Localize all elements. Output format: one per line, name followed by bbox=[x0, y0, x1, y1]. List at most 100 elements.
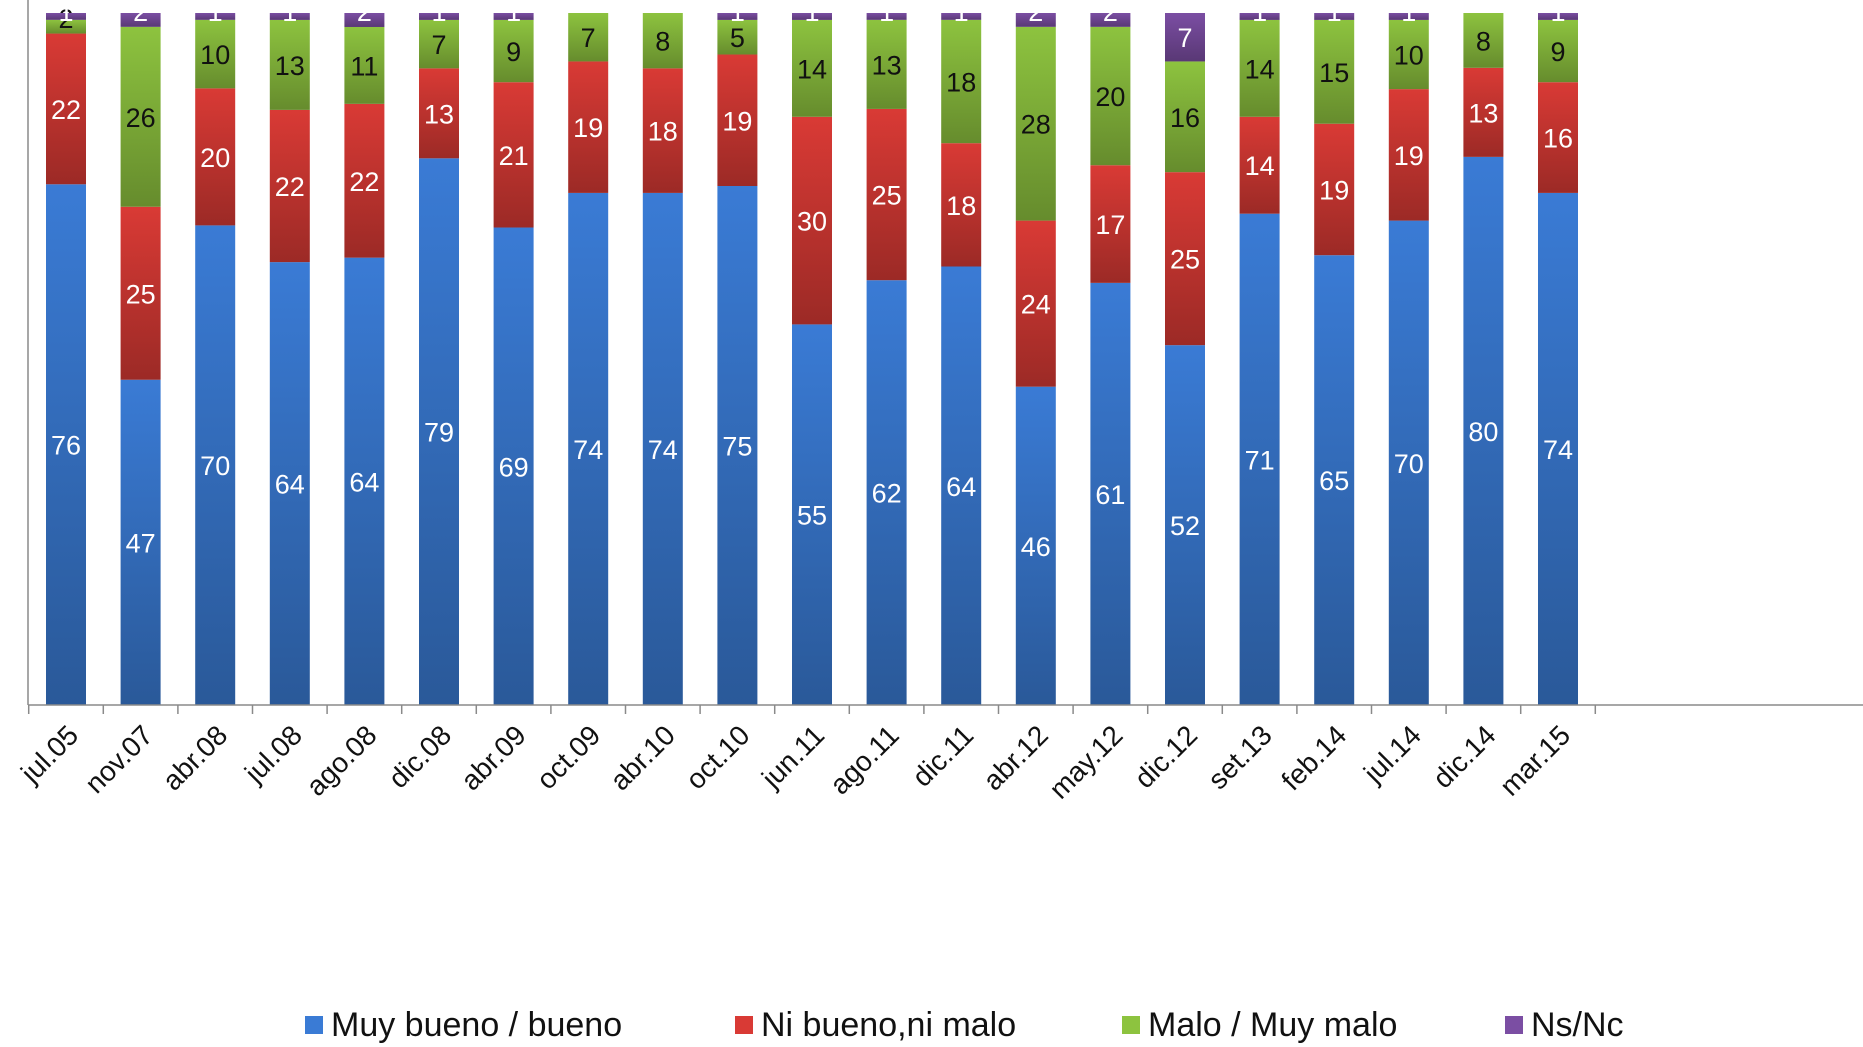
data-label: 1 bbox=[1252, 0, 1267, 27]
data-label: 74 bbox=[573, 435, 603, 465]
bar-segment bbox=[1090, 165, 1131, 283]
x-tick-label: dic.11 bbox=[906, 719, 979, 792]
x-tick-label: set.13 bbox=[1202, 719, 1278, 795]
legend-swatch bbox=[305, 1016, 323, 1034]
bar-segment bbox=[1015, 220, 1056, 387]
data-label: 22 bbox=[51, 95, 81, 125]
data-label: 17 bbox=[1095, 210, 1125, 240]
bar-segment bbox=[717, 54, 758, 186]
bar-segment bbox=[1015, 386, 1056, 705]
bar-segment bbox=[866, 13, 907, 20]
bar-segment bbox=[792, 324, 832, 705]
data-label: 7 bbox=[1177, 23, 1192, 53]
bar-segment bbox=[568, 61, 609, 193]
x-tick-label: jun.11 bbox=[755, 719, 830, 794]
data-label: 19 bbox=[573, 113, 603, 143]
bar-segment bbox=[866, 108, 907, 281]
x-tick-label: jul.14 bbox=[1357, 719, 1427, 789]
data-label: 14 bbox=[1245, 151, 1275, 181]
x-tick-label: ago.08 bbox=[300, 719, 382, 801]
bar-segment bbox=[1239, 19, 1280, 117]
bar-segment bbox=[269, 109, 310, 263]
x-tick-label: abr.10 bbox=[604, 719, 681, 796]
data-label: 22 bbox=[275, 172, 305, 202]
x-tick-label: abr.08 bbox=[156, 719, 233, 796]
data-label: 2 bbox=[357, 0, 372, 27]
bar-segment bbox=[493, 82, 534, 228]
data-label: 18 bbox=[946, 191, 976, 221]
x-tick-label: jul.08 bbox=[238, 719, 308, 789]
data-label: 80 bbox=[1468, 417, 1498, 447]
legend-label: Muy bueno / bueno bbox=[331, 1005, 623, 1044]
bar-segment bbox=[941, 143, 982, 267]
data-label: 8 bbox=[655, 27, 670, 57]
data-label: 1 bbox=[1327, 0, 1342, 27]
bar-segment bbox=[1090, 26, 1131, 166]
data-label: 24 bbox=[1021, 290, 1051, 320]
legend-item: Malo / Muy malo bbox=[1122, 1005, 1397, 1045]
data-label: 1 bbox=[506, 0, 521, 27]
data-label: 1 bbox=[879, 0, 894, 27]
bar-segment bbox=[866, 280, 907, 705]
data-label: 70 bbox=[200, 451, 230, 481]
bar-segment bbox=[941, 13, 982, 20]
data-label: 64 bbox=[275, 470, 305, 500]
bar-segment bbox=[1239, 13, 1280, 20]
bar-segment bbox=[1538, 13, 1578, 20]
x-tick-label: jul.05 bbox=[14, 719, 84, 789]
bar-segment bbox=[344, 13, 385, 27]
bar-segment bbox=[269, 262, 310, 705]
data-label: 2 bbox=[1028, 0, 1043, 27]
data-label: 18 bbox=[946, 68, 976, 98]
bar-segment bbox=[195, 19, 236, 89]
data-label: 47 bbox=[126, 528, 156, 558]
bar-segment bbox=[344, 257, 385, 705]
data-label: 13 bbox=[424, 99, 454, 129]
data-label: 5 bbox=[730, 23, 745, 53]
bar-segment bbox=[1463, 67, 1504, 157]
data-label: 19 bbox=[1319, 175, 1349, 205]
data-label: 22 bbox=[349, 167, 379, 197]
data-label: 14 bbox=[797, 54, 827, 84]
data-label: 10 bbox=[1394, 41, 1424, 71]
data-label: 13 bbox=[1468, 98, 1498, 128]
legend-item: Muy bueno / bueno bbox=[305, 1005, 622, 1045]
data-label: 14 bbox=[1245, 54, 1275, 84]
bar-segment bbox=[568, 13, 609, 62]
bar-segment bbox=[419, 13, 459, 20]
legend-swatch bbox=[1122, 1016, 1140, 1034]
bar-segment bbox=[1463, 156, 1504, 705]
data-label: 1 bbox=[1401, 0, 1416, 27]
data-label: 69 bbox=[499, 452, 529, 482]
data-label: 52 bbox=[1170, 511, 1200, 541]
data-label: 64 bbox=[349, 467, 379, 497]
data-label: 13 bbox=[275, 51, 305, 81]
data-label: 1 bbox=[730, 0, 745, 27]
bar-segment bbox=[1538, 192, 1578, 706]
bar-segment bbox=[717, 13, 758, 20]
legend-label: Ns/Nc bbox=[1531, 1005, 1624, 1044]
bar-segment bbox=[195, 225, 236, 705]
data-label: 26 bbox=[126, 103, 156, 133]
data-label: 61 bbox=[1095, 480, 1125, 510]
data-label: 55 bbox=[797, 501, 827, 531]
legend-label: Ni bueno,ni malo bbox=[761, 1005, 1017, 1044]
bar-segment bbox=[269, 13, 310, 20]
bar-segment bbox=[46, 19, 86, 34]
bar-segment bbox=[120, 26, 161, 207]
data-label: 25 bbox=[1170, 245, 1200, 275]
bar-segment bbox=[344, 26, 385, 104]
data-label: 74 bbox=[648, 435, 678, 465]
data-label: 70 bbox=[1394, 449, 1424, 479]
data-label: 8 bbox=[1476, 26, 1491, 56]
bar-segment bbox=[1314, 123, 1355, 256]
x-tick-label: dic.14 bbox=[1427, 719, 1502, 794]
x-tick-label: dic.12 bbox=[1128, 719, 1203, 794]
bar-segment bbox=[1314, 255, 1355, 705]
bar-segment bbox=[792, 116, 832, 325]
bar-segment bbox=[1090, 282, 1131, 705]
bar-segment bbox=[419, 68, 459, 159]
legend-item: Ni bueno,ni malo bbox=[735, 1005, 1016, 1045]
bar-segment bbox=[46, 13, 86, 20]
data-label: 65 bbox=[1319, 466, 1349, 496]
